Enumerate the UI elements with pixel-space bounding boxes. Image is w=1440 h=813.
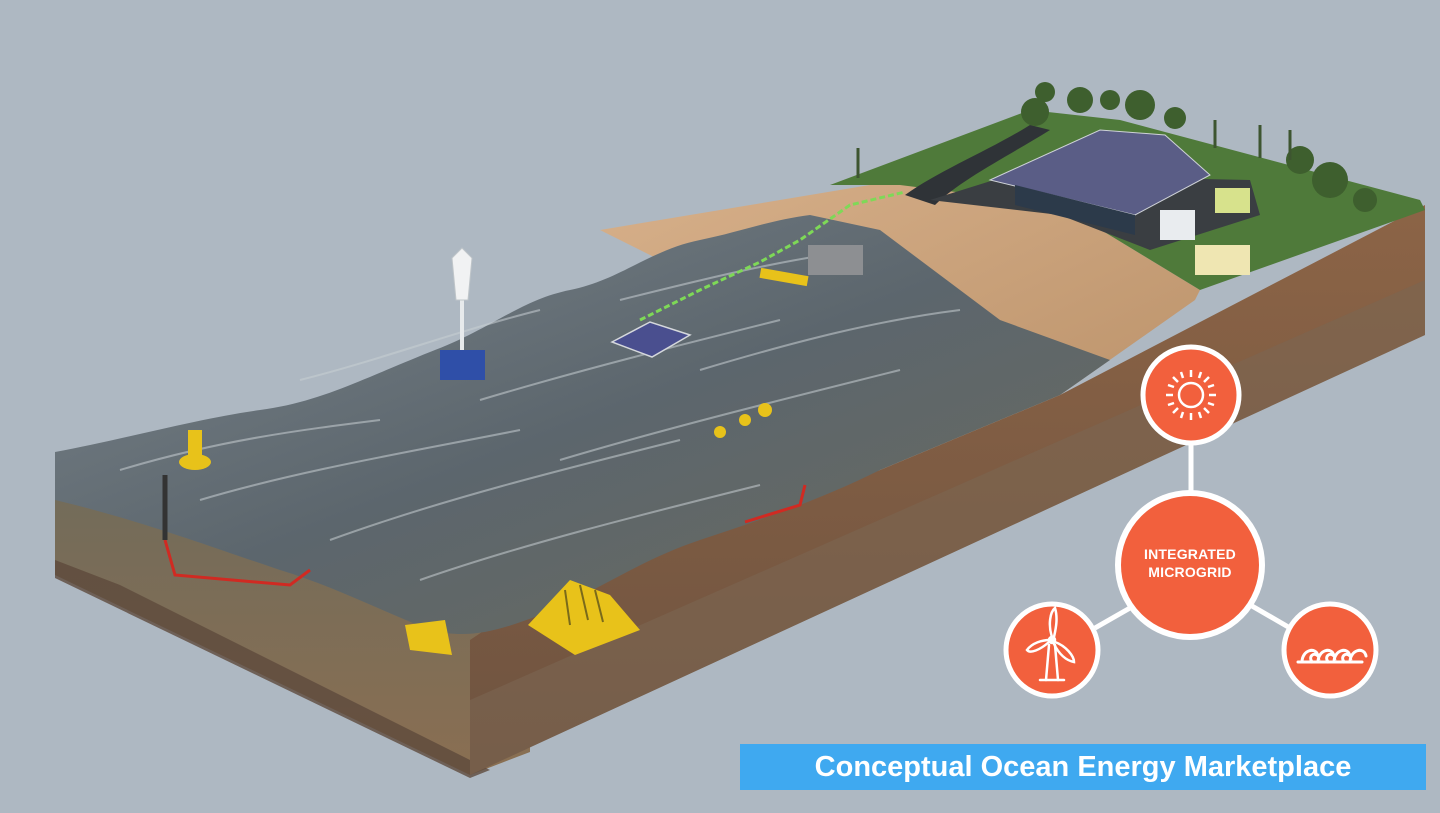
trees (1021, 82, 1377, 212)
hub-label: INTEGRATED MICROGRID (1120, 545, 1260, 581)
shore-cable (639, 190, 906, 322)
point-absorber-c (758, 403, 772, 417)
vertical-turbine-icon (451, 247, 473, 301)
ocean-devices (162, 245, 863, 655)
buoy-tower (188, 430, 202, 462)
microgrid-diagram (1003, 344, 1379, 699)
front-bedrock-strip (55, 560, 490, 778)
point-absorber-a (714, 426, 726, 438)
page-title: Conceptual Ocean Energy Marketplace (814, 751, 1352, 783)
land-facilities (856, 82, 1377, 275)
seabed-device-ribs (564, 584, 604, 626)
wind-node (1003, 601, 1101, 699)
waves-icon (1296, 648, 1368, 664)
seabed-device-right (528, 580, 640, 655)
microgrid-hub (1115, 490, 1265, 640)
connector-wind-hub (1093, 605, 1132, 631)
main-building-wall (1015, 185, 1135, 235)
seafloor-cable-right (744, 484, 807, 524)
title-banner: Conceptual Ocean Energy Marketplace (740, 744, 1426, 790)
wind-turbine-icon (1025, 605, 1076, 682)
palm-trees (856, 120, 1292, 178)
connector-wave-hub (1250, 603, 1292, 631)
shore-station (808, 245, 863, 275)
turbine-platform (440, 350, 485, 380)
seafloor-cable-left (163, 539, 311, 587)
storage-unit-c (1195, 245, 1250, 275)
road (905, 125, 1050, 205)
solar-node (1140, 344, 1242, 446)
storage-unit-b (1215, 188, 1250, 213)
ocean-surface (55, 215, 1110, 635)
point-absorber-b (739, 414, 751, 426)
hub-label-line1: INTEGRATED (1144, 546, 1236, 562)
nearshore-device (759, 267, 809, 287)
storage-unit-a (1160, 210, 1195, 240)
hub-label-line2: MICROGRID (1148, 564, 1232, 580)
floating-solar-array (610, 321, 692, 358)
sun-icon (1166, 370, 1216, 420)
seabed-device-left (405, 620, 452, 655)
wave-node (1281, 601, 1379, 699)
